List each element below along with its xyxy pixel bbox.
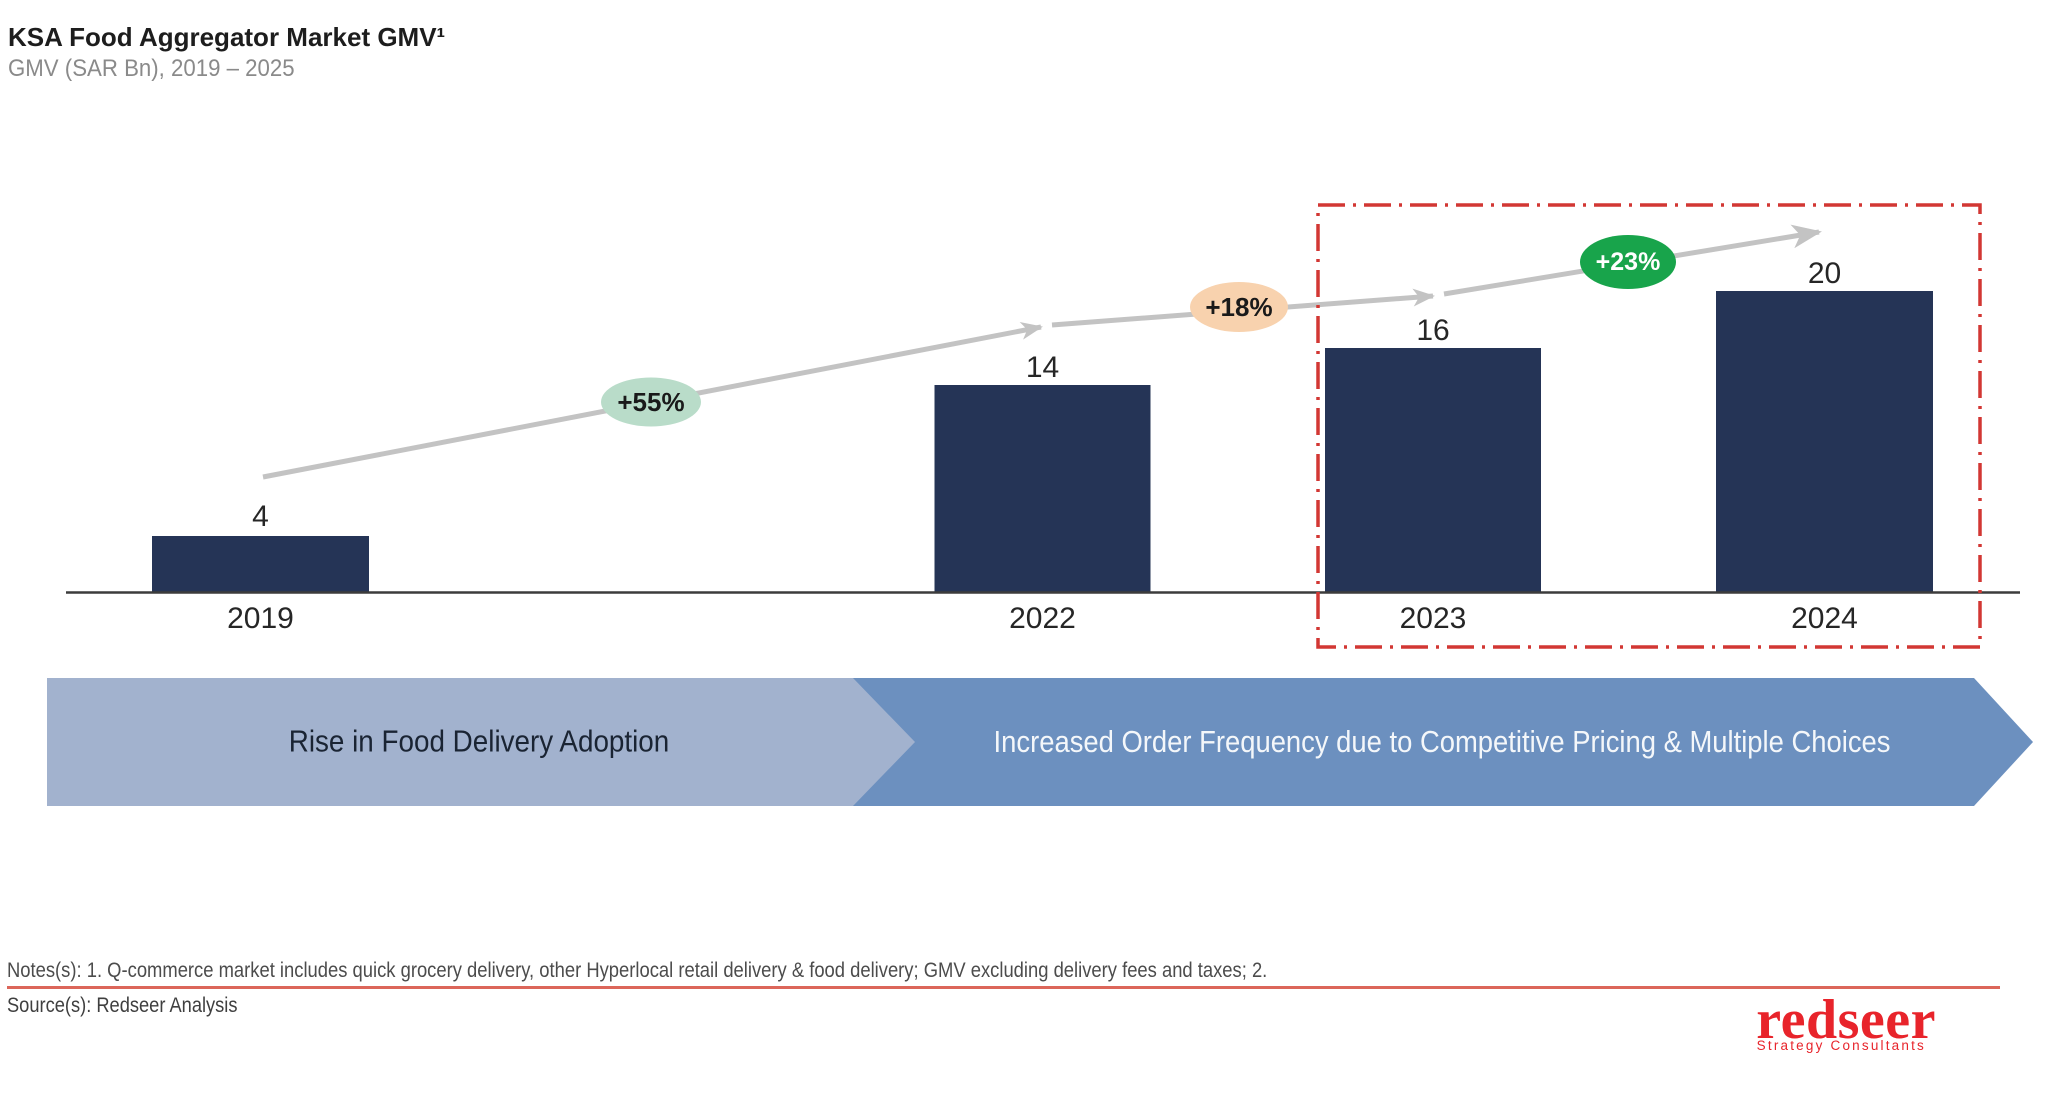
svg-text:2019: 2019 [227,602,294,635]
svg-text:2023: 2023 [1400,602,1467,635]
svg-text:Rise in Food Delivery Adoption: Rise in Food Delivery Adoption [289,724,670,759]
svg-text:2022: 2022 [1009,602,1076,635]
svg-text:+18%: +18% [1205,292,1272,322]
svg-text:+55%: +55% [617,387,684,417]
svg-text:Increased Order Frequency due: Increased Order Frequency due to Competi… [994,726,1891,760]
svg-text:16: 16 [1416,314,1449,347]
svg-text:4: 4 [252,500,269,533]
svg-text:2024: 2024 [1791,602,1858,635]
svg-text:14: 14 [1026,351,1059,384]
svg-text:+23%: +23% [1596,248,1661,276]
svg-text:20: 20 [1808,257,1841,290]
